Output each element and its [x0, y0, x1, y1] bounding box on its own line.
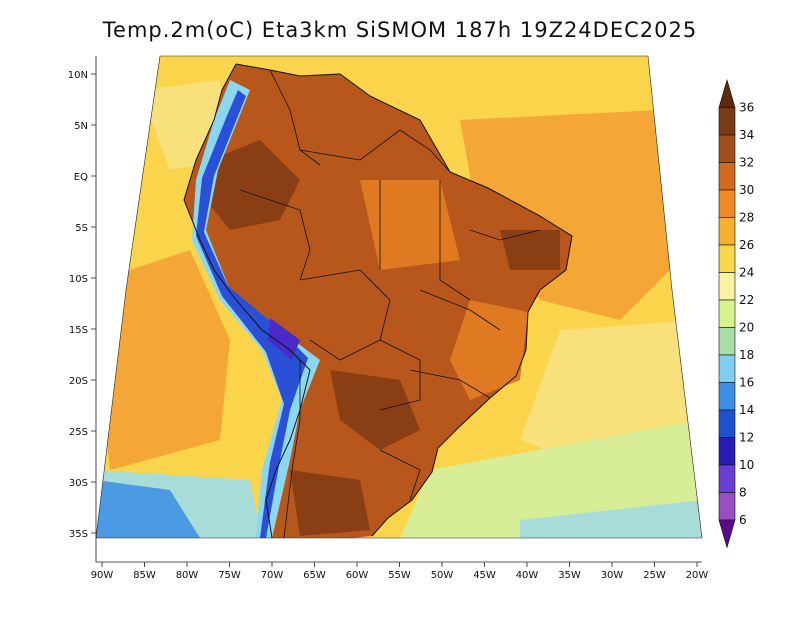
colorbar-label: 18: [739, 348, 754, 362]
lat-label: 35S: [69, 529, 88, 540]
colorbar-label: 6: [739, 513, 747, 527]
lat-label: 25S: [69, 427, 88, 438]
land-warm-amazon: [360, 180, 460, 270]
colorbar-label: 28: [739, 211, 754, 225]
colorbar-segment: [718, 327, 736, 356]
colorbar-label: 16: [739, 376, 754, 390]
lon-axis: 90W 85W 80W 75W 70W 65W 60W 55W 50W 45W 40W 35W 30W 2…: [91, 562, 709, 581]
colorbar-bottom-arrow: [718, 519, 736, 549]
colorbar-segment: [718, 162, 736, 191]
map-frame: [95, 55, 703, 539]
lon-label: 40W: [516, 570, 539, 581]
border-paraguay: [379, 339, 421, 411]
colorbar-segment: [718, 217, 736, 246]
lon-label: 25W: [643, 570, 666, 581]
colorbar-label: 26: [739, 238, 754, 252]
colorbar-label: 14: [739, 403, 754, 417]
colorbar-segment: [718, 244, 736, 273]
colorbar: 36 34 32 30 28 26 24 22 20 18 16 14 12 10 8 6: [718, 78, 754, 549]
lat-label: 10N: [68, 70, 88, 81]
border-uruguay: [379, 449, 421, 501]
ocean-cold-zone: [520, 500, 702, 538]
border-colombia-venezuela: [269, 69, 321, 166]
lon-label: 45W: [473, 570, 496, 581]
lon-label: 80W: [176, 570, 199, 581]
lon-label: 30W: [601, 570, 624, 581]
lon-label: 60W: [346, 570, 369, 581]
colorbar-label: 10: [739, 458, 754, 472]
colorbar-segment: [718, 492, 736, 521]
andes-colder: [268, 318, 300, 360]
lat-label: 30S: [69, 478, 88, 489]
lat-label: EQ: [74, 172, 88, 183]
lon-label: 85W: [133, 570, 156, 581]
lon-label: 75W: [218, 570, 241, 581]
colorbar-segment: [718, 107, 736, 136]
colorbar-label: 12: [739, 431, 754, 445]
lat-label: 5S: [75, 223, 88, 234]
land-warm-coast: [450, 300, 528, 400]
colorbar-segment: [718, 464, 736, 493]
colorbar-label: 24: [739, 266, 754, 280]
colorbar-segment: [718, 409, 736, 438]
land-very-hot-northeast: [500, 230, 560, 270]
border-brazil-states-4: [419, 289, 501, 331]
lat-label: 10S: [69, 274, 88, 285]
lon-label: 65W: [303, 570, 326, 581]
andes-cool-fringe: [192, 80, 320, 538]
border-argentina-chile: [283, 360, 301, 538]
colorbar-label: 8: [739, 486, 747, 500]
lon-label: 35W: [558, 570, 581, 581]
colorbar-segment: [718, 382, 736, 411]
border-brazil-states-3: [469, 229, 541, 241]
andes-cold: [196, 90, 308, 538]
land-very-hot-north: [206, 140, 300, 230]
border-bolivia: [299, 269, 391, 361]
border-peru-brazil: [239, 189, 311, 281]
ocean-pacific-warm: [100, 250, 230, 470]
border-brazil-north: [299, 129, 451, 173]
lon-label: 20W: [686, 570, 709, 581]
colorbar-label: 36: [739, 101, 754, 115]
land-very-hot-chaco: [330, 370, 420, 450]
colorbar-label: 30: [739, 183, 754, 197]
colorbar-segment: [718, 134, 736, 163]
map-title: Temp.2m(oC) Eta3km SiSMOM 187h 19Z24DEC2…: [102, 18, 698, 42]
lat-label: 15S: [69, 325, 88, 336]
lon-label: 55W: [388, 570, 411, 581]
lon-label: 90W: [91, 570, 114, 581]
land-very-hot-patagonia: [290, 470, 370, 536]
colorbar-segment: [718, 437, 736, 466]
lat-axis: 10N 5N EQ 5S 10S 15S 20S 25S 30S 35S: [68, 70, 96, 540]
colorbar-label: 22: [739, 293, 754, 307]
colorbar-segment: [718, 299, 736, 328]
border-brazil-states-5: [409, 369, 491, 399]
colorbar-segment: [718, 354, 736, 383]
coastline: [183, 63, 573, 538]
colorbar-segment: [718, 272, 736, 301]
colorbar-top-arrow: [718, 78, 736, 108]
colorbar-label: 34: [739, 128, 754, 142]
lon-label: 50W: [431, 570, 454, 581]
lat-label: 20S: [69, 376, 88, 387]
border-brazil-states-2: [439, 180, 471, 301]
colorbar-label: 32: [739, 156, 754, 170]
colorbar-label: 20: [739, 321, 754, 335]
lat-label: 5N: [74, 121, 88, 132]
colorbar-segment: [718, 189, 736, 218]
country-borders: [239, 69, 541, 538]
pacific-coldest-zone: [96, 480, 200, 538]
lon-label: 70W: [261, 570, 284, 581]
